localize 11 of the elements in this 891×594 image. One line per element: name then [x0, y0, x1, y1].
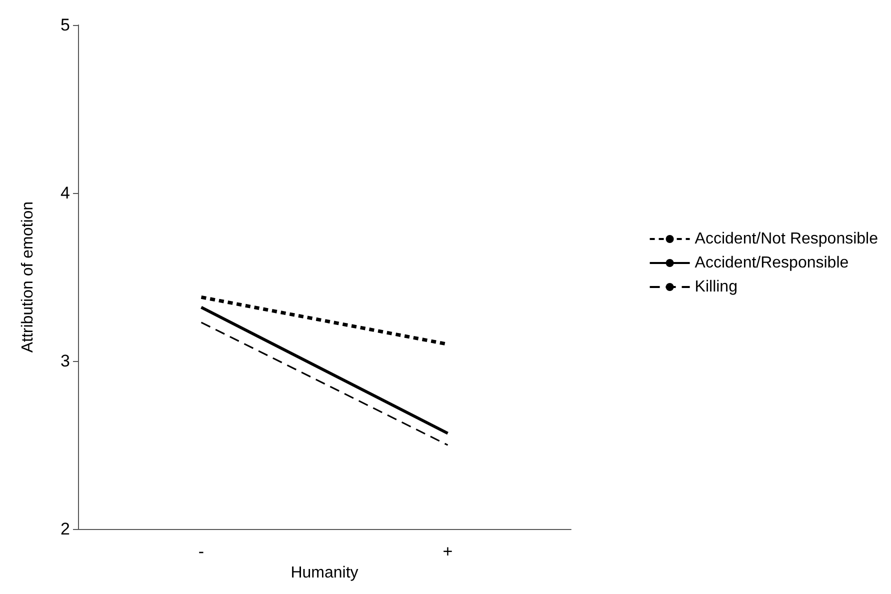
legend-label: Accident/Not Responsible	[694, 230, 878, 248]
legend-label: Killing	[694, 278, 738, 296]
x-tick-label: -	[198, 542, 204, 562]
y-tick-label: 5	[60, 16, 70, 34]
y-tick-label: 2	[60, 520, 70, 539]
y-tick-label: 3	[60, 352, 70, 371]
y-axis-title: Attribution of emotion	[20, 201, 36, 353]
x-tick-label: +	[442, 542, 453, 562]
x-axis-title: Humanity	[290, 564, 358, 582]
legend-label: Accident/Responsible	[694, 254, 849, 272]
y-tick-label: 4	[60, 184, 70, 203]
